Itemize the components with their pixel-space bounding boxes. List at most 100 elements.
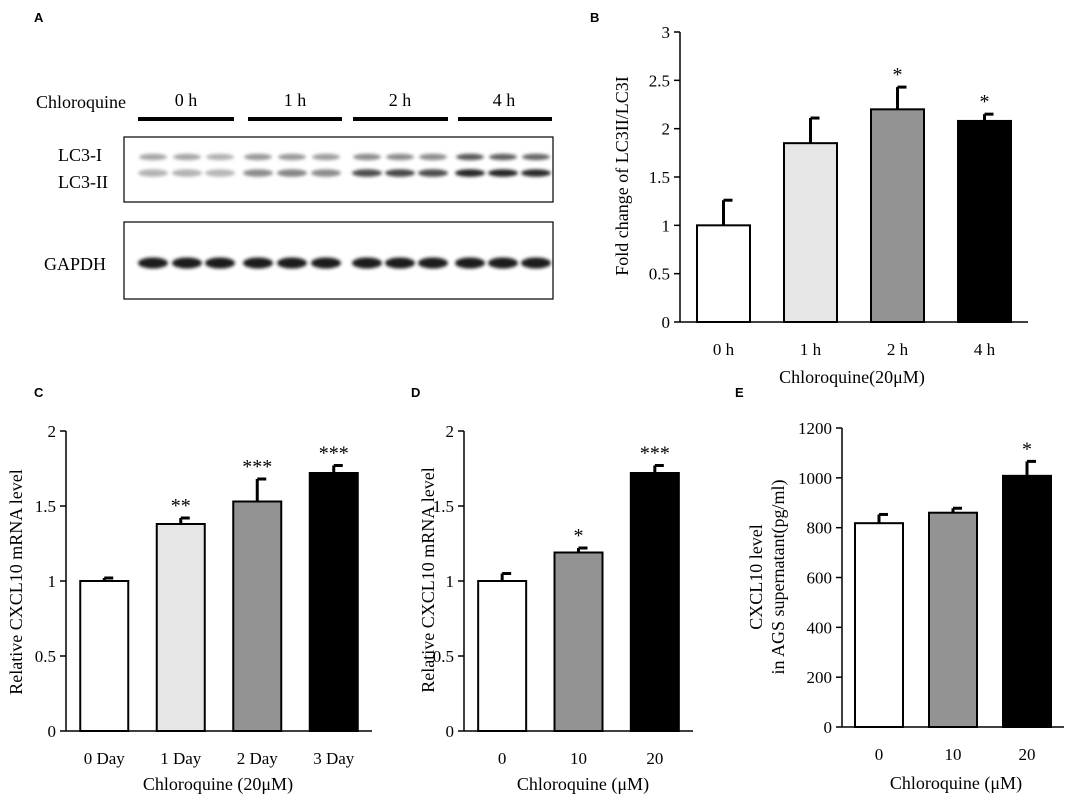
- chart-b-y-tick-label: 0: [662, 313, 671, 332]
- blot-gapdh-bands: [138, 257, 551, 269]
- chart-e-y-tick-label: 1200: [798, 419, 832, 438]
- chart-b-y-tick-label: 1.5: [649, 168, 670, 187]
- blot-band-gapdh: [172, 257, 202, 269]
- blot-treatment-label: Chloroquine: [36, 92, 126, 112]
- blot-band-lc3-ii: [172, 169, 202, 177]
- chart-b-significance-3: *: [980, 91, 990, 113]
- blot-band-lc3-i: [522, 153, 550, 161]
- western-blot: Chloroquine 0 h 1 h 2 h 4 h LC3-I LC3-II…: [36, 90, 554, 300]
- blot-band-lc3-i: [353, 153, 381, 161]
- chart-b-y-axis-title: Fold change of LC3II/LC3I: [612, 76, 632, 275]
- chart-e-bar-1: [928, 511, 978, 729]
- chart-b-x-axis-title: Chloroquine(20μM): [779, 367, 925, 388]
- blot-lc3-bands: [138, 153, 551, 177]
- chart-b-x-tick-label: 2 h: [887, 340, 909, 359]
- chart-b-x-tick-label: 4 h: [974, 340, 996, 359]
- chart-d-y-tick-label: 0: [446, 722, 455, 741]
- chart-e-bar-0: [854, 522, 904, 728]
- chart-e-x-tick-label: 20: [1019, 745, 1036, 764]
- chart-c-x-axis-title: Chloroquine (20μM): [143, 774, 293, 795]
- chart-d-x-axis-title: Chloroquine (μM): [517, 774, 649, 795]
- chart-e-y-axis-title-line2: in AGS supernatant(pg/ml): [768, 480, 789, 675]
- blot-band-lc3-ii: [205, 169, 235, 177]
- blot-band-lc3-ii: [521, 169, 551, 177]
- blot-group-bar-0h: [138, 117, 234, 121]
- chart-c-x-tick-label: 2 Day: [237, 749, 279, 768]
- chart-c-significance-3: ***: [319, 443, 349, 465]
- blot-label-lc3-ii: LC3-II: [58, 172, 108, 192]
- blot-band-lc3-ii: [352, 169, 382, 177]
- chart-b-x-tick-label: 1 h: [800, 340, 822, 359]
- chart-b-significance-2: *: [893, 64, 903, 86]
- chart-b-bar-0: [696, 224, 751, 323]
- blot-band-lc3-ii: [311, 169, 341, 177]
- chart-d-y-tick-label: 0.5: [433, 647, 454, 666]
- blot-group-bar-1h: [248, 117, 342, 121]
- chart-c: 0 0.5 1 1.5 2 0 Day ** 1 Day *** 2 Day *** 3 Day Chl…: [6, 422, 372, 795]
- chart-b-bar-3: [957, 119, 1012, 323]
- panel-letter-b: B: [590, 10, 599, 25]
- chart-b-x-tick-label: 0 h: [713, 340, 735, 359]
- chart-b-y-tick-label: 2: [662, 120, 671, 139]
- blot-band-gapdh: [205, 257, 235, 269]
- chart-e-y-tick-label: 200: [807, 668, 833, 687]
- chart-d-bar-1: [553, 551, 604, 732]
- blot-band-lc3-ii: [455, 169, 485, 177]
- blot-band-gapdh: [521, 257, 551, 269]
- chart-c-y-tick-label: 0: [48, 722, 57, 741]
- blot-band-gapdh: [243, 257, 273, 269]
- blot-band-gapdh: [311, 257, 341, 269]
- chart-d-y-axis-title: Relative CXCL10 mRNA level: [418, 467, 438, 692]
- chart-c-y-tick-label: 0.5: [35, 647, 56, 666]
- chart-c-x-tick-label: 0 Day: [84, 749, 126, 768]
- chart-c-bar-0: [79, 580, 130, 732]
- chart-e-x-axis-title: Chloroquine (μM): [890, 773, 1022, 794]
- blot-band-lc3-ii: [243, 169, 273, 177]
- chart-d-bar-2: [629, 472, 680, 732]
- chart-c-significance-1: **: [171, 495, 191, 517]
- panel-letter-e: E: [735, 385, 744, 400]
- blot-band-lc3-i: [278, 153, 306, 161]
- chart-b-y-tick-label: 0.5: [649, 265, 670, 284]
- blot-band-lc3-i: [206, 153, 234, 161]
- blot-lc3-membrane: [123, 136, 554, 203]
- chart-c-bar-2: [232, 500, 283, 732]
- blot-timepoint-1h: 1 h: [284, 90, 307, 110]
- blot-band-lc3-ii: [138, 169, 168, 177]
- chart-d-y-tick-label: 1.5: [433, 497, 454, 516]
- blot-band-lc3-i: [244, 153, 272, 161]
- blot-band-gapdh: [385, 257, 415, 269]
- chart-e-y-tick-label: 600: [807, 569, 833, 588]
- blot-timepoint-2h: 2 h: [389, 90, 412, 110]
- chart-d-y-tick-label: 2: [446, 422, 455, 441]
- chart-d-y-tick-label: 1: [446, 572, 455, 591]
- blot-band-lc3-i: [139, 153, 167, 161]
- blot-band-lc3-i: [312, 153, 340, 161]
- chart-d-x-tick-label: 10: [570, 749, 587, 768]
- blot-band-lc3-ii: [385, 169, 415, 177]
- panel-letter-a: A: [34, 10, 44, 25]
- chart-b-y-tick-label: 1: [662, 216, 671, 235]
- chart-b-y-tick-label: 3: [662, 23, 671, 42]
- chart-d-x-tick-label: 0: [498, 749, 507, 768]
- blot-timepoint-0h: 0 h: [175, 90, 198, 110]
- chart-e-x-tick-label: 10: [945, 745, 962, 764]
- chart-d-x-tick-label: 20: [646, 749, 663, 768]
- blot-band-lc3-i: [386, 153, 414, 161]
- blot-group-bar-4h: [458, 117, 552, 121]
- blot-band-lc3-i: [489, 153, 517, 161]
- blot-band-lc3-ii: [418, 169, 448, 177]
- chart-e-bar-2: [1002, 474, 1052, 728]
- blot-band-lc3-i: [419, 153, 447, 161]
- blot-band-gapdh: [138, 257, 168, 269]
- chart-c-y-axis-title: Relative CXCL10 mRNA level: [6, 469, 26, 694]
- chart-b-bar-2: [870, 108, 925, 324]
- chart-e-x-tick-label: 0: [875, 745, 884, 764]
- blot-band-gapdh: [277, 257, 307, 269]
- chart-c-y-tick-label: 1.5: [35, 497, 56, 516]
- chart-e-significance-2: *: [1022, 438, 1032, 460]
- chart-b-y-tick-label: 2.5: [649, 71, 670, 90]
- chart-c-x-tick-label: 3 Day: [313, 749, 355, 768]
